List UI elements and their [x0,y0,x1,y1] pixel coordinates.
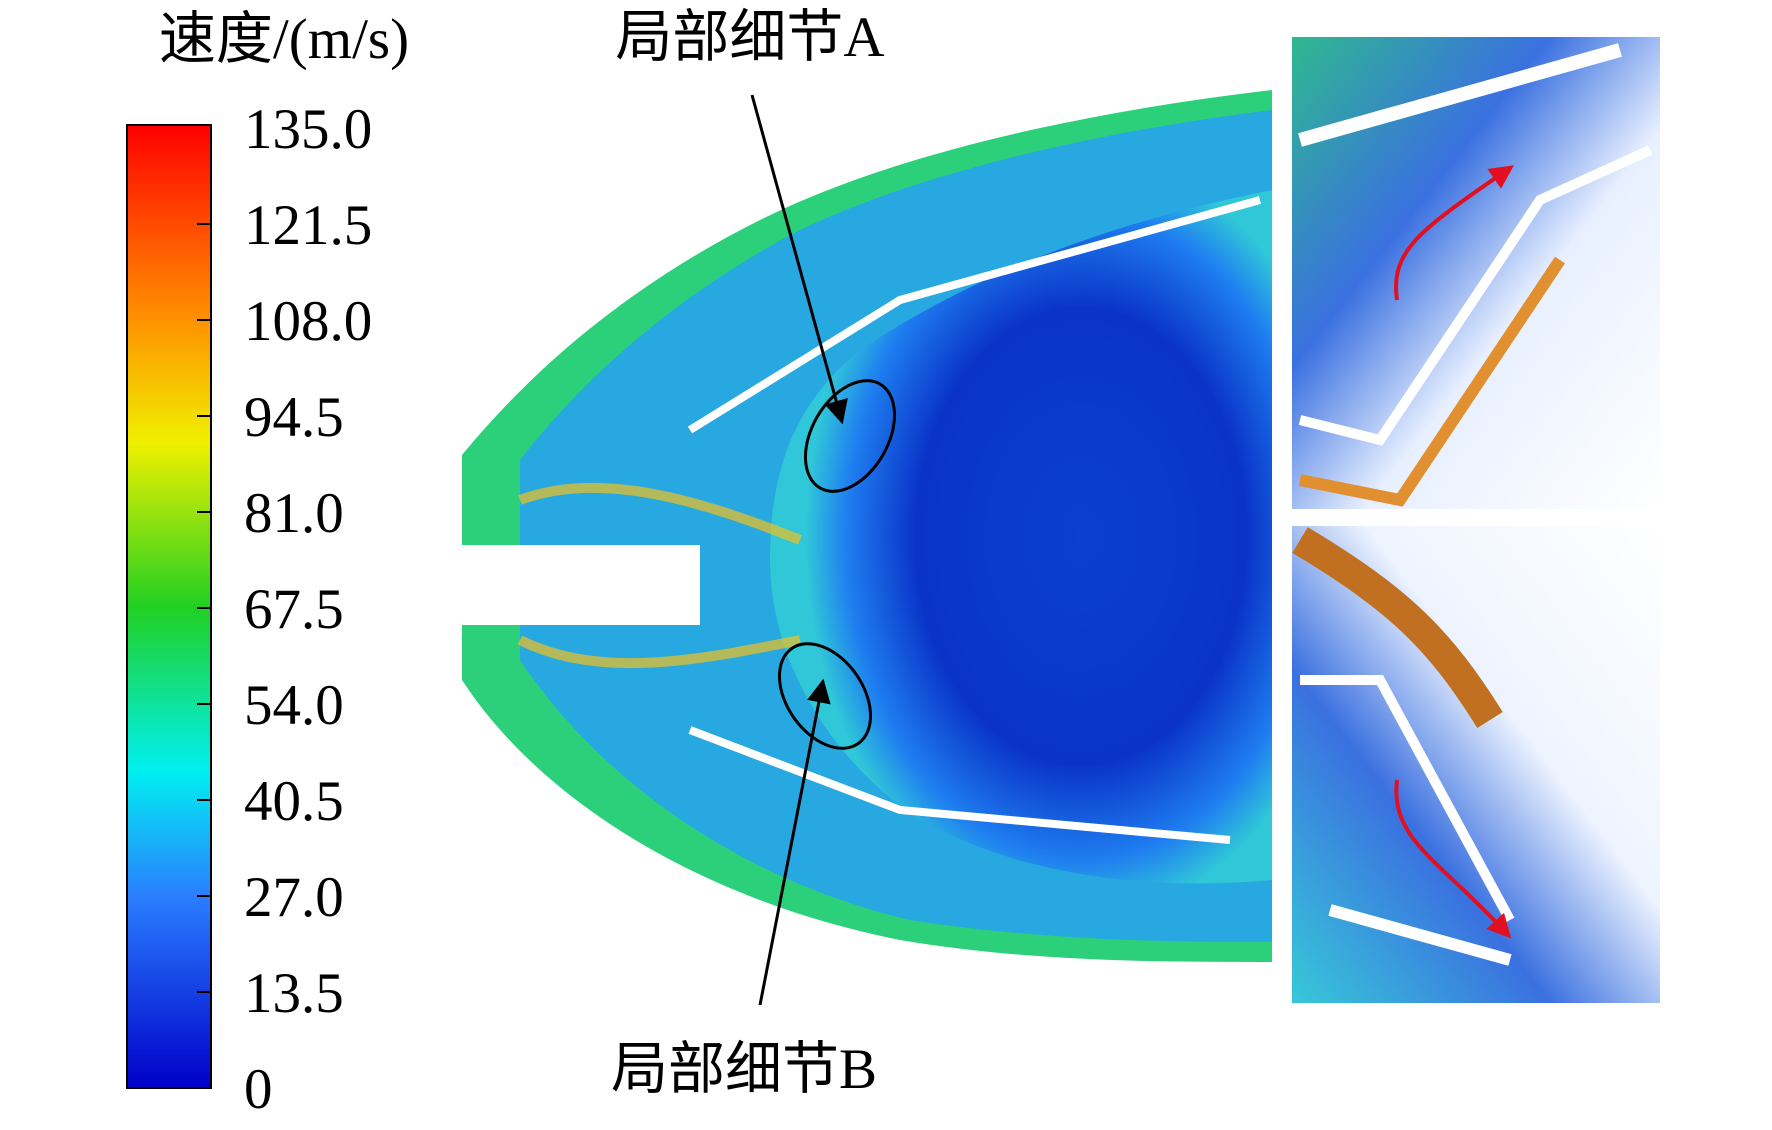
highlight-b [777,642,873,750]
flow-arrow [1394,165,1514,301]
colorbar-tick-label: 94.5 [244,386,344,449]
jet-stream [517,635,801,669]
colorbar-tick-label: 67.5 [244,578,344,641]
wall [688,726,1231,844]
wall [1298,43,1622,147]
jet [1298,256,1565,507]
inset-a-field [1292,37,1660,509]
inset-b-field [1292,526,1660,1003]
inset-a [1292,37,1660,509]
colorbar-tick-label: 40.5 [244,770,344,833]
detail-b-label: 局部细节B [611,1038,877,1101]
colorbar-title: 速度/(m/s) [159,8,409,71]
wall [687,196,1262,434]
colorbar [126,124,212,1089]
wall [1300,675,1515,923]
colorbar-tick-label: 81.0 [244,482,344,545]
pointer-a [750,94,848,425]
colorbar-tick-label: 0 [244,1058,273,1121]
velocity-field [462,90,1272,962]
colorbar-tick-label: 54.0 [244,674,344,737]
colorbar-tick-label: 13.5 [244,962,344,1025]
detail-a-label: 局部细节A [615,6,884,69]
highlight-a [803,379,897,493]
recirculation-zone [770,190,1272,884]
colorbar-tick-label: 121.5 [244,194,372,257]
nozzle [462,545,700,625]
jet [1292,527,1503,728]
colorbar-ticks: 135.0 121.5 108.0 94.5 81.0 67.5 54.0 40.5 27.0 1… [197,98,372,1121]
colorbar-tick-label: 108.0 [244,290,372,353]
pointer-b [758,678,831,1006]
inset-b [1292,526,1660,1003]
flow-arrow [1394,779,1512,939]
colorbar-tick-label: 135.0 [244,98,372,161]
wall [1298,145,1653,446]
jet-stream [518,482,802,545]
wall [1328,904,1512,966]
colorbar-tick-label: 27.0 [244,866,344,929]
